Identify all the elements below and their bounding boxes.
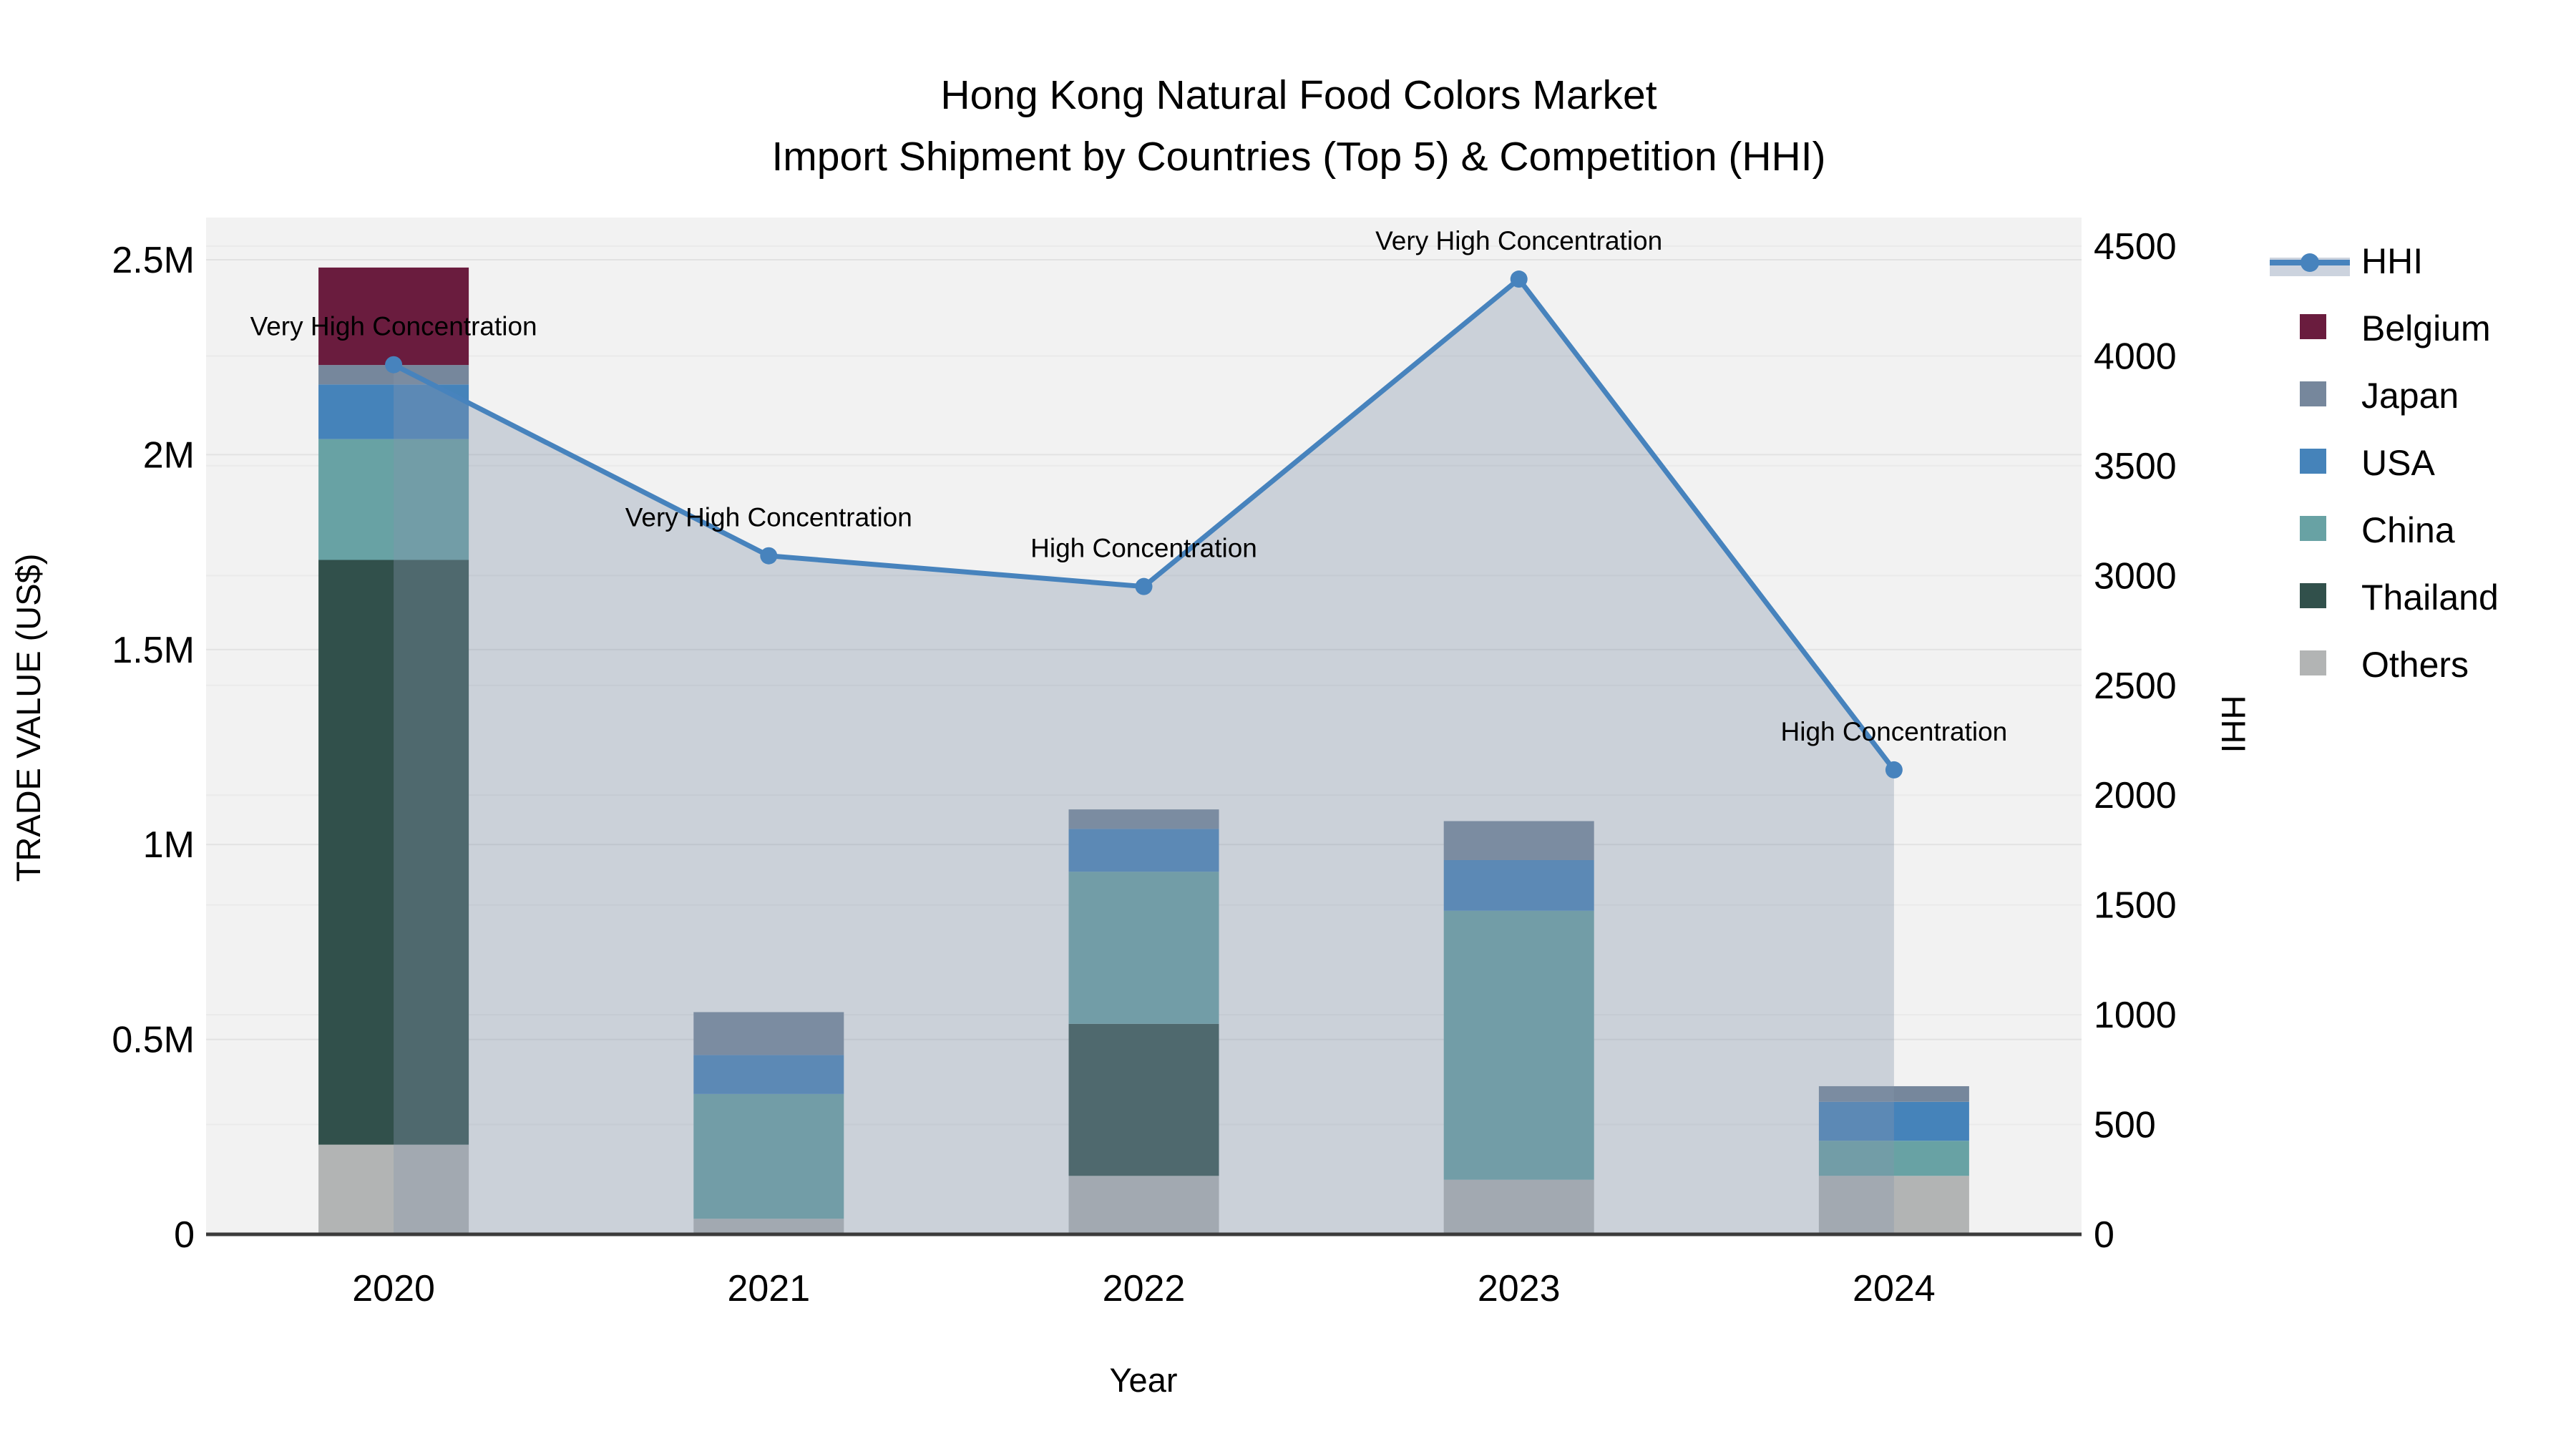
x-axis-title: Year	[1110, 1361, 1178, 1399]
bar-segment-china-2021[interactable]	[693, 1093, 844, 1219]
legend-label-thailand: Thailand	[2361, 577, 2499, 618]
y-right-tick-500: 500	[2094, 1105, 2156, 1146]
hhi-marker-2021[interactable]	[760, 547, 778, 565]
legend-label-usa: USA	[2361, 443, 2435, 483]
legend-item-thailand[interactable]: Thailand	[2300, 577, 2499, 618]
bar-segment-japan-2021[interactable]	[693, 1012, 844, 1055]
bar-segment-japan-2024[interactable]	[1818, 1085, 1969, 1102]
bar-segment-others-2020[interactable]	[318, 1144, 469, 1234]
annotation-2022: High Concentration	[1030, 534, 1257, 563]
y-right-tick-4000: 4000	[2094, 336, 2177, 377]
x-tick-2022: 2022	[1103, 1268, 1186, 1309]
y-right-axis-title: HHI	[2215, 696, 2253, 753]
y-right-tick-0: 0	[2094, 1214, 2114, 1256]
bar-segment-belgium-2020[interactable]	[318, 267, 469, 366]
legend-item-japan[interactable]: Japan	[2300, 376, 2459, 416]
y-right-tick-2500: 2500	[2094, 665, 2177, 707]
bar-segment-usa-2022[interactable]	[1068, 829, 1219, 872]
hhi-marker-2024[interactable]	[1885, 761, 1903, 779]
bar-segment-thailand-2022[interactable]	[1068, 1023, 1219, 1176]
annotation-2020: Very High Concentration	[250, 312, 537, 341]
hhi-area-fill	[394, 279, 1894, 1234]
y-right-tick-4500: 4500	[2094, 226, 2177, 268]
y-left-tick-1.5M: 1.5M	[112, 630, 195, 671]
hhi-marker-2022[interactable]	[1135, 577, 1153, 595]
legend-item-hhi[interactable]: HHI	[2270, 241, 2423, 281]
legend-swatch-china	[2300, 516, 2326, 541]
legend-swatch-japan	[2300, 381, 2326, 406]
legend-item-belgium[interactable]: Belgium	[2300, 308, 2491, 348]
legend-label-japan: Japan	[2361, 376, 2459, 416]
chart-title-line2: Import Shipment by Countries (Top 5) & C…	[771, 134, 1825, 180]
legend-label-others: Others	[2361, 645, 2469, 685]
legend-label-china: China	[2361, 510, 2455, 550]
y-right-tick-1500: 1500	[2094, 885, 2177, 927]
bar-segment-china-2023[interactable]	[1443, 910, 1594, 1180]
y-right-tick-3000: 3000	[2094, 555, 2177, 597]
y-right-tick-3500: 3500	[2094, 446, 2177, 487]
bar-segment-usa-2024[interactable]	[1818, 1101, 1969, 1141]
legend-label-hhi: HHI	[2361, 241, 2423, 281]
y-left-tick-0: 0	[174, 1214, 195, 1256]
x-tick-2021: 2021	[727, 1268, 810, 1309]
legend-swatch-belgium	[2300, 314, 2326, 339]
bar-segment-usa-2021[interactable]	[693, 1055, 844, 1094]
annotation-2021: Very High Concentration	[625, 503, 912, 532]
legend-swatch-usa	[2300, 449, 2326, 474]
y-left-tick-0.5M: 0.5M	[112, 1020, 195, 1061]
y-left-tick-2.5M: 2.5M	[112, 240, 195, 281]
hhi-marker-2020[interactable]	[385, 356, 403, 374]
bar-segment-others-2023[interactable]	[1443, 1179, 1594, 1234]
legend-label-belgium: Belgium	[2361, 308, 2491, 348]
bar-segment-others-2024[interactable]	[1818, 1176, 1969, 1234]
chart-title-line1: Hong Kong Natural Food Colors Market	[940, 72, 1657, 118]
legend-item-usa[interactable]: USA	[2300, 443, 2435, 483]
bar-segment-china-2024[interactable]	[1818, 1141, 1969, 1176]
x-tick-2023: 2023	[1478, 1268, 1561, 1309]
y-right-tick-1000: 1000	[2094, 995, 2177, 1036]
hhi-marker-2023[interactable]	[1510, 270, 1528, 288]
legend-swatch-others	[2300, 650, 2326, 675]
bar-segment-usa-2020[interactable]	[318, 384, 469, 439]
legend-swatch-thailand	[2300, 583, 2326, 608]
bar-segment-usa-2023[interactable]	[1443, 859, 1594, 911]
bar-segment-china-2022[interactable]	[1068, 872, 1219, 1024]
bar-segment-others-2022[interactable]	[1068, 1176, 1219, 1234]
bar-segment-japan-2023[interactable]	[1443, 821, 1594, 860]
y-right-tick-2000: 2000	[2094, 775, 2177, 816]
x-tick-2024: 2024	[1853, 1268, 1936, 1309]
legend-item-china[interactable]: China	[2300, 510, 2455, 550]
annotation-2023: Very High Concentration	[1375, 226, 1662, 255]
legend-item-others[interactable]: Others	[2300, 645, 2469, 685]
y-left-axis-title: TRADE VALUE (US$)	[9, 554, 47, 882]
bar-segment-others-2021[interactable]	[693, 1219, 844, 1234]
y-left-tick-2M: 2M	[143, 434, 195, 476]
annotation-2024: High Concentration	[1781, 717, 2008, 746]
x-tick-2020: 2020	[352, 1268, 435, 1309]
bar-segment-china-2020[interactable]	[318, 439, 469, 560]
y-left-tick-1M: 1M	[143, 824, 195, 866]
bar-segment-thailand-2020[interactable]	[318, 560, 469, 1145]
legend: HHI Belgium Japan USA China Thailand Others	[2270, 241, 2499, 685]
legend-hhi-marker-sample	[2301, 253, 2319, 272]
bar-segment-japan-2022[interactable]	[1068, 809, 1219, 829]
